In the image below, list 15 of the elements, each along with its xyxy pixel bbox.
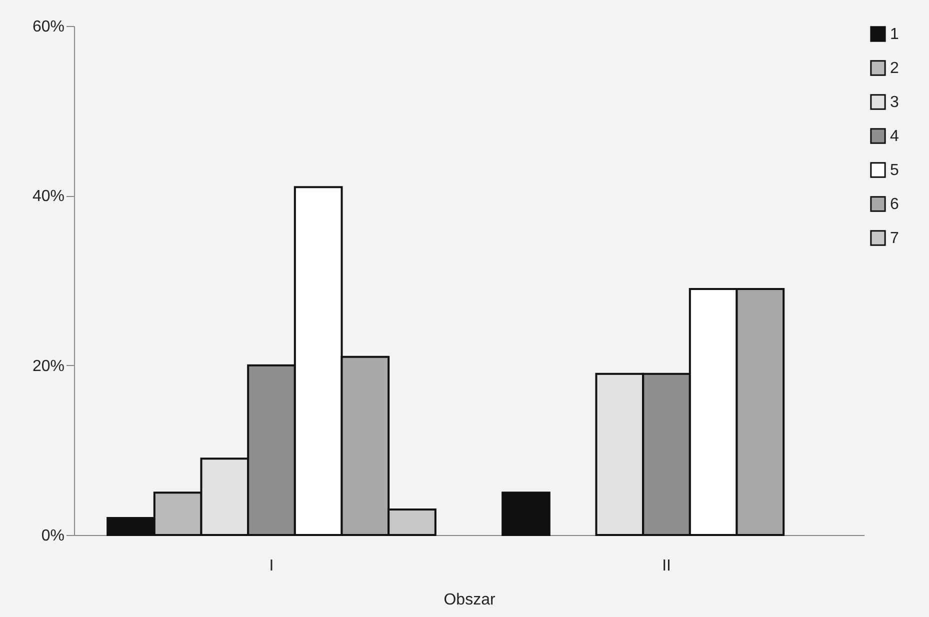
legend-label: 7 — [890, 230, 899, 247]
legend-label: 2 — [890, 60, 899, 77]
y-tick-label: 20% — [32, 358, 64, 375]
legend-label: 4 — [890, 128, 899, 145]
bar — [502, 492, 550, 536]
y-tick-label: 0% — [41, 528, 64, 544]
x-axis-title: Obszar — [444, 592, 496, 608]
legend-label: 3 — [890, 94, 899, 111]
legend-label: 6 — [890, 196, 899, 213]
x-tick-label: II — [662, 558, 671, 574]
y-tick-label: 40% — [32, 188, 64, 206]
legend-label: 1 — [890, 26, 899, 43]
y-tick-label: 60% — [32, 18, 64, 36]
x-tick-label: I — [269, 558, 274, 574]
legend-label: 5 — [890, 162, 899, 179]
